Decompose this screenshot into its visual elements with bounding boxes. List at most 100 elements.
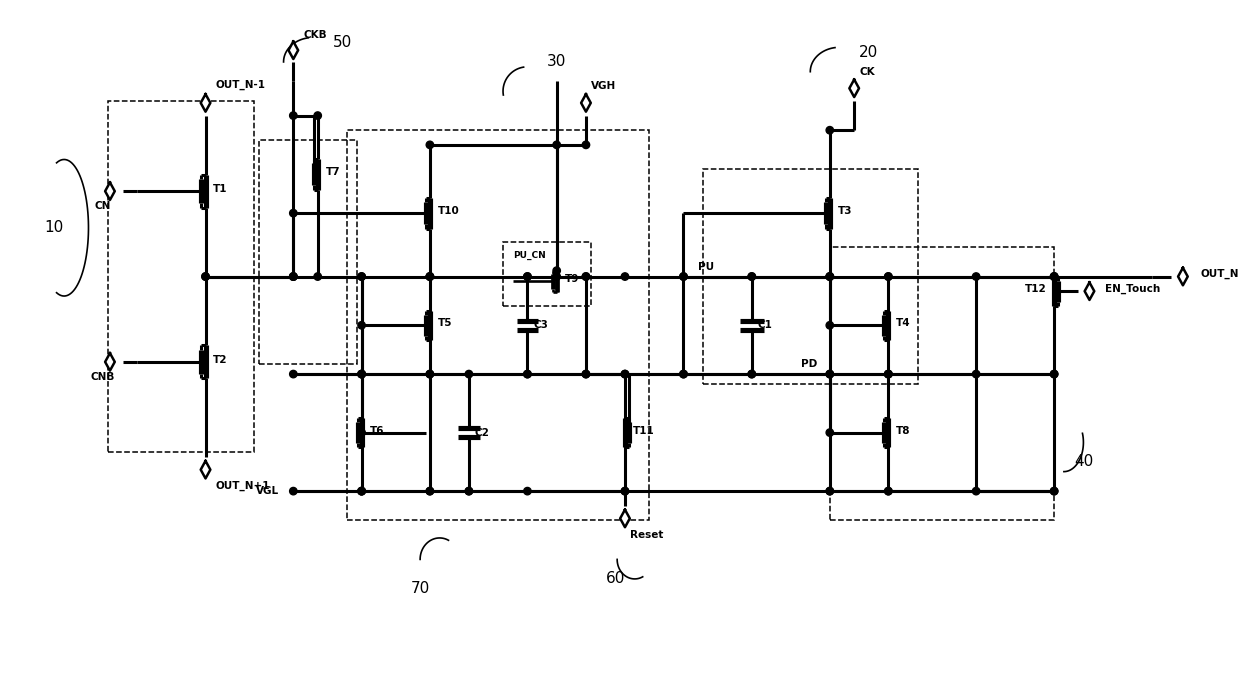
Circle shape [826,429,834,436]
Circle shape [465,371,472,378]
Circle shape [826,273,834,280]
Text: 50: 50 [332,35,352,50]
Bar [108,101,254,452]
Text: T12: T12 [1025,284,1047,294]
Circle shape [621,487,628,495]
Circle shape [826,273,834,280]
Circle shape [426,487,434,495]
Circle shape [290,273,297,280]
Circle shape [290,112,297,119]
Circle shape [358,429,366,436]
Text: T5: T5 [437,319,452,328]
Text: C1: C1 [757,321,772,330]
Circle shape [524,487,532,495]
Polygon shape [201,94,211,111]
Circle shape [826,487,834,495]
Circle shape [358,487,366,495]
Circle shape [1051,371,1058,378]
Circle shape [680,273,688,280]
Text: OUT_N-1: OUT_N-1 [216,80,265,90]
Circle shape [885,371,892,378]
Text: PD: PD [800,359,817,369]
Circle shape [680,371,688,378]
Polygon shape [289,41,299,59]
Text: T8: T8 [896,426,911,435]
Text: 20: 20 [859,45,878,59]
Circle shape [748,273,756,280]
Circle shape [885,371,892,378]
Circle shape [524,273,532,280]
Circle shape [826,321,834,329]
Circle shape [313,112,321,119]
Text: C3: C3 [533,321,548,330]
Circle shape [358,273,366,280]
Text: OUT_N: OUT_N [1201,269,1239,279]
Text: 70: 70 [410,581,430,596]
Circle shape [621,371,628,378]
Text: CN: CN [95,201,112,211]
Circle shape [885,487,892,495]
Circle shape [973,371,980,378]
Circle shape [313,273,321,280]
Circle shape [1051,273,1058,280]
Circle shape [826,371,834,378]
Circle shape [358,273,366,280]
Circle shape [582,371,590,378]
Circle shape [1051,487,1058,495]
Circle shape [426,371,434,378]
Circle shape [748,371,756,378]
Text: 10: 10 [45,220,64,236]
Text: T6: T6 [369,426,384,435]
Circle shape [1051,371,1058,378]
Circle shape [553,267,560,275]
Text: C2: C2 [475,427,489,437]
Circle shape [621,273,628,280]
Circle shape [680,371,688,378]
Text: T3: T3 [838,206,852,216]
Circle shape [426,371,434,378]
Circle shape [826,487,834,495]
Bar [703,169,918,384]
Circle shape [290,209,297,217]
Bar [503,242,591,306]
Text: PU_CN: PU_CN [513,250,545,260]
Circle shape [621,487,628,495]
Text: T1: T1 [213,184,228,194]
Circle shape [885,273,892,280]
Circle shape [1051,273,1058,280]
Circle shape [202,273,209,280]
Circle shape [1051,487,1058,495]
Text: T10: T10 [437,206,460,216]
Circle shape [358,487,366,495]
Circle shape [826,126,834,134]
Text: 30: 30 [546,55,566,70]
Circle shape [748,273,756,280]
Text: Reset: Reset [629,530,663,540]
Text: 60: 60 [606,572,624,587]
Circle shape [885,371,892,378]
Circle shape [290,487,297,495]
Circle shape [680,273,688,280]
Circle shape [524,371,532,378]
Text: T2: T2 [213,355,228,365]
Circle shape [290,273,297,280]
Circle shape [426,141,434,148]
Circle shape [465,487,472,495]
Polygon shape [621,510,629,527]
Text: CNB: CNB [90,371,115,381]
Circle shape [358,371,366,378]
Polygon shape [850,80,859,97]
Text: T4: T4 [896,319,911,328]
Circle shape [582,141,590,148]
Circle shape [885,273,892,280]
Text: PU: PU [698,262,714,272]
Bar [259,140,357,365]
Circle shape [426,273,434,280]
Circle shape [202,273,209,280]
Text: EN_Touch: EN_Touch [1105,284,1160,294]
Text: 40: 40 [1074,454,1093,469]
Text: OUT_N+1: OUT_N+1 [216,481,270,491]
Circle shape [426,487,434,495]
Text: T11: T11 [633,426,654,435]
Circle shape [290,371,297,378]
